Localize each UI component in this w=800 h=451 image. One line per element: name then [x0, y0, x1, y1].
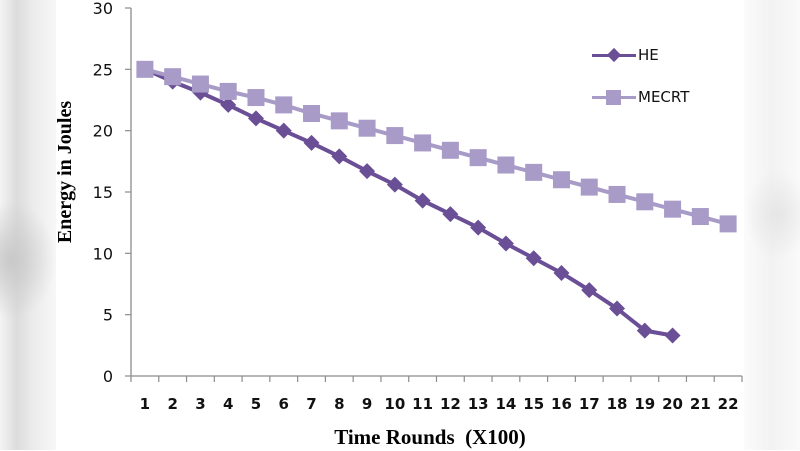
square-marker: [386, 127, 404, 145]
square-marker: [636, 193, 654, 211]
x-tick-label: 10: [384, 395, 405, 413]
x-tick-label: 7: [306, 395, 316, 413]
square-marker: [441, 141, 459, 159]
square-marker: [580, 178, 598, 196]
square-marker: [303, 104, 321, 122]
diamond-marker: [497, 235, 514, 252]
square-marker: [414, 134, 432, 152]
plot-series: [136, 60, 737, 344]
diamond-marker: [581, 282, 598, 299]
diamond-marker: [470, 219, 487, 236]
square-marker: [608, 185, 626, 203]
diamond-marker: [553, 264, 570, 281]
diamond-marker: [220, 96, 237, 113]
x-axis-title: Time Rounds (X100): [334, 425, 526, 449]
y-axis: 0 5 10 15 20 25 30: [93, 0, 132, 386]
y-tick-label: 20: [93, 122, 113, 141]
x-tick-label: 18: [607, 395, 628, 413]
x-tick-label: 13: [468, 395, 489, 413]
diamond-marker: [386, 176, 403, 193]
diamond-marker: [331, 148, 348, 165]
square-icon: [606, 90, 621, 105]
diamond-marker: [664, 327, 681, 344]
square-marker: [358, 119, 376, 137]
square-marker: [219, 82, 237, 100]
series-mecrt: [136, 60, 737, 233]
square-marker: [497, 156, 515, 174]
background-right-blur: [744, 0, 800, 450]
diamond-marker: [275, 122, 292, 139]
x-tick-label: 3: [195, 395, 205, 413]
diamond-marker: [247, 110, 264, 127]
x-tick-label: 4: [223, 395, 233, 413]
diamond-marker: [609, 300, 626, 317]
square-marker: [552, 171, 570, 189]
diamond-marker: [442, 206, 459, 223]
y-tick-label: 0: [103, 367, 113, 386]
square-marker: [164, 68, 182, 86]
x-tick-label: 8: [334, 395, 344, 413]
square-marker: [664, 200, 682, 218]
x-tick-label: 9: [362, 395, 372, 413]
x-tick-label: 15: [523, 395, 544, 413]
legend-label-mecrt: MECRT: [638, 88, 690, 106]
diamond-icon: [606, 47, 622, 63]
x-tick-label: 2: [167, 395, 177, 413]
y-axis-title: Energy in Joules: [54, 100, 76, 244]
x-tick-label: 6: [279, 395, 289, 413]
square-marker: [275, 96, 293, 114]
x-tick-label: 5: [251, 395, 261, 413]
x-tick-label: 14: [495, 395, 516, 413]
legend-item-he: HE: [592, 44, 659, 66]
x-tick-label: 12: [440, 395, 461, 413]
legend-label-he: HE: [638, 46, 659, 64]
legend-item-mecrt: MECRT: [592, 86, 689, 108]
y-tick-label: 30: [93, 0, 113, 18]
diamond-marker: [636, 322, 653, 339]
square-marker: [247, 89, 265, 107]
y-tick-label: 10: [93, 244, 113, 263]
y-tick-label: 15: [93, 183, 113, 202]
y-tick-label: 5: [103, 306, 113, 325]
x-tick-label: 1: [140, 395, 150, 413]
legend: HE MECRT: [592, 44, 722, 114]
x-tick-label: 19: [634, 395, 655, 413]
x-tick-label: 16: [551, 395, 572, 413]
square-marker: [191, 75, 209, 93]
x-tick-label: 22: [718, 395, 739, 413]
background-left-blur: [0, 0, 56, 450]
square-marker: [719, 215, 737, 233]
x-axis: 1 2 3 4 5 6 7 8 9 10 11 12 13 14 15 16 17 18 19 20 21 22: [130, 375, 743, 413]
x-tick-label: 21: [690, 395, 711, 413]
x-tick-label: 20: [662, 395, 683, 413]
square-marker: [330, 112, 348, 130]
diamond-marker: [359, 163, 376, 180]
x-tick-label: 17: [579, 395, 600, 413]
square-marker: [136, 60, 154, 78]
square-marker: [691, 208, 709, 226]
diamond-marker: [525, 250, 542, 267]
square-marker: [469, 149, 487, 167]
y-tick-label: 25: [93, 60, 113, 79]
diamond-marker: [303, 134, 320, 151]
diamond-marker: [414, 192, 431, 209]
x-tick-label: 11: [412, 395, 433, 413]
square-marker: [525, 163, 543, 181]
